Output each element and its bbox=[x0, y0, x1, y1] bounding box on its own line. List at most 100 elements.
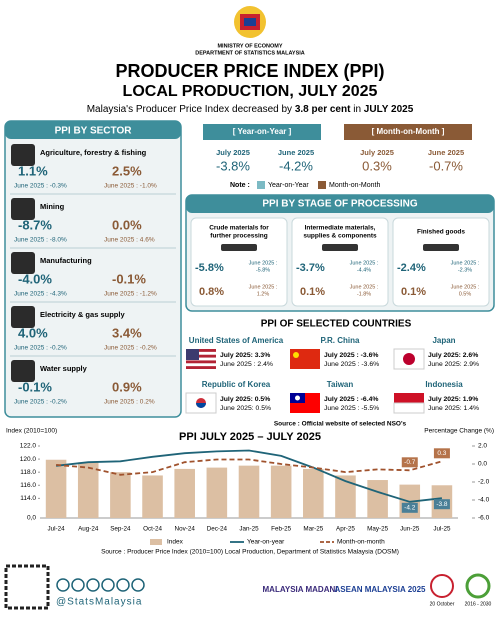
x-tick-label: Sep-24 bbox=[110, 526, 131, 533]
x-tick-label: Jun-25 bbox=[400, 526, 420, 533]
overall-period: June 2025 bbox=[278, 148, 314, 157]
stage-yoy: -2.4% bbox=[397, 262, 426, 274]
x-tick-label: Dec-24 bbox=[207, 526, 228, 533]
flag bbox=[186, 357, 216, 361]
overall-value: -3.8% bbox=[216, 158, 250, 173]
country-july: July 2025 : -3.6% bbox=[324, 352, 378, 359]
stage-name: Finished goods bbox=[417, 229, 465, 236]
bar bbox=[110, 472, 131, 518]
y-tick-label: 120.0 bbox=[20, 456, 37, 463]
country-june: June 2025: 0.5% bbox=[220, 405, 271, 412]
stage-mom-prev: -1.8% bbox=[357, 291, 371, 297]
chart-title: PPI JULY 2025 – JULY 2025 bbox=[179, 431, 321, 443]
country-name: P.R. China bbox=[321, 336, 361, 345]
stage-mom: 0.1% bbox=[401, 286, 426, 298]
stage-name: Intermediate materials, bbox=[305, 225, 376, 232]
legend-label: Year-on-year bbox=[247, 539, 285, 546]
stage-icon bbox=[423, 244, 459, 251]
data-label-box bbox=[401, 502, 418, 513]
sector-icon bbox=[11, 252, 35, 274]
overall-period: June 2025 bbox=[428, 148, 464, 157]
stage-icon bbox=[322, 244, 358, 251]
stats-day-date: 20 October bbox=[430, 601, 455, 607]
sector-yoy-prev: June 2025 : -0.2% bbox=[14, 399, 67, 406]
sector-icon bbox=[11, 144, 35, 166]
sector-mom: 2.5% bbox=[112, 163, 142, 178]
stage-icon bbox=[221, 244, 257, 251]
stage-mom: 0.8% bbox=[199, 286, 224, 298]
note-mom: Month-on-Month bbox=[329, 182, 380, 189]
y2-axis-label: Percentage Change (%) bbox=[424, 428, 494, 435]
legend-label: Month-on-month bbox=[337, 539, 385, 546]
summary-part: JULY 2025 bbox=[364, 104, 414, 115]
stage-yoy: -5.8% bbox=[195, 262, 224, 274]
x-tick-label: Mar-25 bbox=[303, 526, 323, 533]
stage-card bbox=[291, 217, 389, 307]
country-june: June 2025: 1.4% bbox=[428, 405, 479, 412]
title: PRODUCER PRICE INDEX (PPI) bbox=[115, 61, 384, 81]
bar bbox=[238, 465, 260, 518]
flag bbox=[290, 349, 320, 369]
stage-prev-label: June 2025 : bbox=[350, 284, 379, 290]
country-june: June 2025: 2.9% bbox=[428, 361, 479, 368]
sector-icon bbox=[11, 198, 35, 220]
stage-name: supplies & components bbox=[303, 233, 377, 240]
sector-title: PPI BY SECTOR bbox=[55, 126, 133, 137]
stage-yoy-prev: -5.8% bbox=[256, 267, 270, 273]
handle: @StatsMalaysia bbox=[56, 597, 142, 608]
stage-mom-prev: 1.2% bbox=[257, 291, 270, 297]
y-tick-label: 122.0 bbox=[20, 443, 37, 450]
y2-tick-label: 0.0 bbox=[478, 461, 487, 468]
ministry: MINISTRY OF ECONOMY bbox=[217, 43, 282, 49]
sector-icon bbox=[11, 360, 35, 382]
y-tick-label: 114.0 bbox=[20, 495, 36, 502]
stage-prev-label: June 2025 : bbox=[350, 260, 379, 266]
bar bbox=[303, 468, 324, 518]
country-name: Japan bbox=[432, 336, 455, 345]
flag bbox=[196, 403, 206, 408]
legend-swatch bbox=[150, 539, 162, 545]
mom-label: [ Month-on-Month ] bbox=[372, 127, 445, 136]
axis-break-label: 0,0 bbox=[27, 515, 36, 522]
stage-prev-label: June 2025 : bbox=[451, 260, 480, 266]
y2-tick-label: -6.0 bbox=[478, 515, 490, 522]
flag bbox=[186, 349, 199, 360]
stage-name: further processing bbox=[210, 233, 267, 240]
sector-mom-prev: June 2025 : 0.2% bbox=[104, 399, 155, 406]
summary: Malaysia's Producer Price Index decrease… bbox=[87, 104, 414, 115]
sector-yoy: 1.1% bbox=[18, 163, 48, 178]
social-icon bbox=[71, 578, 85, 592]
stage-header bbox=[186, 195, 494, 213]
country-name: United States of America bbox=[189, 336, 284, 345]
yoy-label: [ Year-on-Year ] bbox=[233, 127, 292, 136]
overall-period: July 2025 bbox=[360, 148, 394, 157]
country-june: June 2025 : 2.4% bbox=[220, 361, 273, 368]
note-yoy: Year-on-Year bbox=[268, 182, 309, 189]
y2-tick-label: 2.0 bbox=[478, 443, 487, 450]
country-june: June 2025 : -3.6% bbox=[324, 361, 379, 368]
summary-part: Malaysia's Producer Price Index decrease… bbox=[87, 104, 295, 115]
sector-mom-prev: June 2025 : 4.6% bbox=[104, 237, 155, 244]
sector-yoy-prev: June 2025 : -0.3% bbox=[14, 183, 67, 190]
sector-name: Mining bbox=[40, 202, 65, 211]
madani-logo: MALAYSIA MADANI bbox=[263, 585, 338, 594]
social-icon bbox=[101, 578, 115, 592]
stage-yoy-prev: -2.3% bbox=[458, 267, 472, 273]
x-tick-label: Jul-24 bbox=[47, 526, 65, 533]
note-swatch bbox=[318, 181, 326, 189]
flag bbox=[393, 402, 425, 414]
flag bbox=[394, 393, 424, 403]
flag bbox=[293, 352, 299, 358]
coat-of-arms bbox=[234, 6, 266, 38]
countries-title: PPI OF SELECTED COUNTRIES bbox=[261, 319, 412, 330]
country-july: July 2025: 3.3% bbox=[220, 352, 270, 359]
y2-tick-label: -4.0 bbox=[478, 497, 490, 504]
sector-mom-prev: June 2025 : -1.0% bbox=[104, 183, 157, 190]
data-label: -0.7 bbox=[404, 459, 416, 466]
data-label-box bbox=[401, 457, 418, 468]
social-icon bbox=[116, 578, 130, 592]
flag bbox=[186, 363, 216, 367]
x-tick-label: Feb-25 bbox=[271, 526, 291, 533]
line bbox=[56, 458, 443, 476]
overall-value: -4.2% bbox=[279, 158, 313, 173]
